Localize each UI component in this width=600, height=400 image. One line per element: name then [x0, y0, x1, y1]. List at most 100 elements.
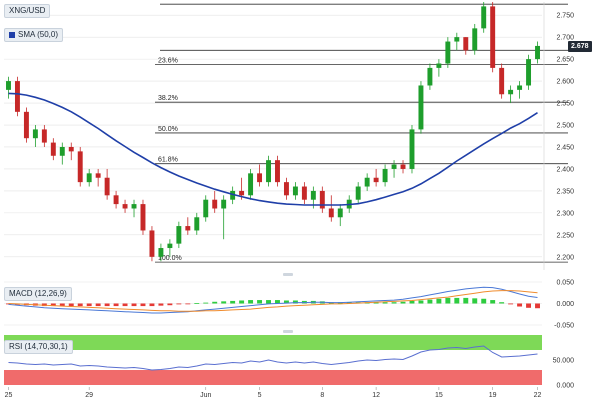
candle-body [14, 81, 20, 112]
candle-body [86, 173, 92, 183]
rsi-badge[interactable]: RSI (14,70,30,1) [4, 340, 73, 354]
candle-body [427, 67, 433, 86]
candle-body [337, 208, 343, 218]
candle-body [23, 111, 29, 139]
time-tick-label: 29 [85, 392, 93, 399]
price-tick-label: 2.250 [556, 232, 574, 239]
price-tick-label: 2.650 [556, 57, 574, 64]
price-tick-label: 2.450 [556, 144, 574, 151]
symbol-badge[interactable]: XNG/USD [4, 4, 51, 18]
macd-histogram-bar [122, 303, 128, 307]
macd-histogram-bar [526, 303, 532, 308]
rsi-axis: 50.000 0.000 [553, 358, 575, 390]
macd-histogram-bar [95, 303, 101, 307]
candle-body [185, 226, 191, 231]
candle-body [526, 59, 532, 86]
rsi-tick-label: 50.000 [553, 358, 575, 365]
macd-histogram-bar [517, 303, 523, 307]
candle-body [463, 37, 469, 51]
price-grid [4, 3, 568, 258]
price-tick-label: 2.700 [556, 35, 574, 42]
price-tick-label: 2.200 [556, 254, 574, 261]
candle-body [301, 186, 307, 200]
sma-badge-label: SMA (50,0) [18, 30, 59, 39]
candle-body [266, 160, 271, 183]
fibonacci-label: 61.8% [158, 157, 178, 164]
candle-body [68, 146, 74, 152]
price-tick-label: 2.350 [556, 188, 574, 195]
panel-splitter-1[interactable] [283, 273, 293, 276]
candle-body [535, 45, 540, 60]
candle-body [239, 190, 245, 196]
rsi-line [8, 345, 538, 371]
candle-body [400, 164, 406, 169]
macd-histogram-bar [221, 301, 227, 304]
macd-histogram-bar [292, 300, 298, 304]
fibonacci-label: 38.2% [158, 95, 178, 102]
candle-body [472, 28, 478, 51]
macd-histogram-bar [167, 303, 173, 306]
sma-badge[interactable]: SMA (50,0) [4, 28, 64, 42]
candle-body [445, 41, 451, 64]
macd-histogram-bar [499, 302, 505, 304]
candle-body [77, 151, 83, 183]
macd-histogram-bar [391, 302, 397, 304]
sma-line [8, 92, 538, 206]
candle-body [328, 208, 334, 218]
candle-body [499, 67, 505, 95]
macd-tick-label: 0.000 [556, 301, 574, 308]
macd-histogram-bar [436, 298, 442, 304]
candle-body [364, 177, 370, 187]
price-tick-label: 2.600 [556, 79, 574, 86]
candle-body [283, 182, 289, 196]
macd-histogram-bar [113, 303, 119, 307]
candle-body [6, 81, 11, 90]
macd-histogram-bar [472, 298, 478, 304]
candle-body [113, 195, 119, 205]
macd-histogram-bar [283, 300, 289, 304]
sma-color-swatch [9, 31, 15, 38]
candle-body [59, 146, 65, 156]
rsi-panel: 50.000 0.000 [4, 335, 574, 390]
candle-body [41, 129, 47, 143]
candle-body [355, 186, 361, 200]
candle-body [391, 164, 397, 169]
macd-panel: 0.050 0.000 -0.050 [4, 280, 574, 330]
candle-body [32, 129, 38, 139]
time-tick-label: 12 [372, 392, 380, 399]
candle-body [490, 6, 496, 68]
rsi-tick-label: 0.000 [556, 383, 574, 390]
macd-histogram-bar [149, 303, 155, 307]
time-tick-label: 25 [5, 392, 13, 399]
macd-tick-label: -0.050 [554, 323, 574, 330]
macd-histogram-bar [346, 302, 352, 304]
macd-histogram-bar [104, 303, 110, 307]
macd-histogram-bar [427, 299, 433, 304]
panel-splitter-2[interactable] [283, 330, 293, 333]
candle-body [95, 173, 101, 178]
macd-histogram-bar [158, 303, 164, 306]
price-tick-label: 2.750 [556, 13, 574, 20]
macd-histogram-bar [490, 300, 496, 304]
time-tick-label: Jun [200, 392, 211, 399]
macd-histogram-bar [266, 300, 271, 304]
macd-badge[interactable]: MACD (12,26,9) [4, 287, 72, 301]
macd-histogram-bar [68, 303, 74, 307]
macd-histogram-bar [535, 303, 540, 309]
candle-body [149, 230, 155, 257]
price-tick-label: 2.300 [556, 210, 574, 217]
macd-histogram-bar [194, 303, 200, 304]
candle-body [230, 190, 236, 200]
candle-body [454, 37, 460, 42]
macd-histogram-bar [212, 301, 218, 304]
time-tick-label: 5 [258, 392, 262, 399]
price-tick-label: 2.400 [556, 166, 574, 173]
candle-body [508, 89, 514, 95]
macd-histogram-bar [373, 302, 379, 304]
macd-histogram-bar [230, 300, 236, 304]
macd-histogram [6, 297, 540, 309]
fibonacci-label: 23.6% [158, 57, 178, 64]
macd-histogram-bar [239, 300, 245, 304]
price-panel: 23.6% 38.2% 50.0% 61.8% 100.0% 2.750 2.700 2.6… [4, 2, 574, 270]
